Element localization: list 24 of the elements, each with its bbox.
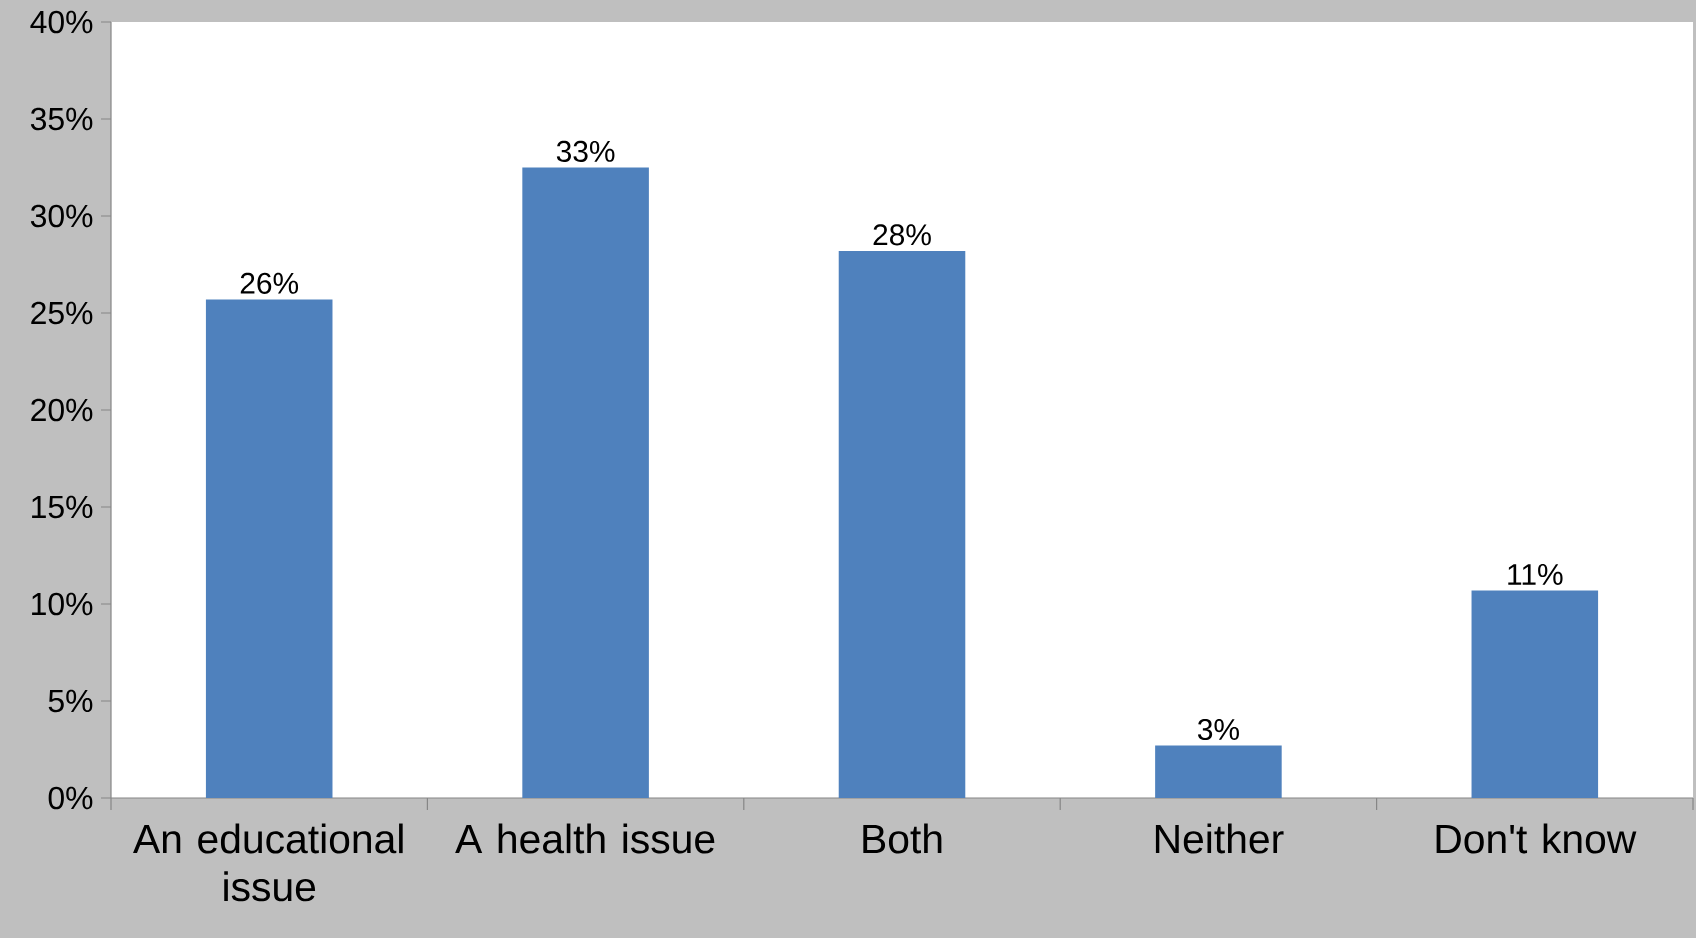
bar [205, 299, 333, 798]
bar [1155, 745, 1282, 798]
data-label: 33% [556, 140, 615, 162]
y-tick-label: 30% [30, 204, 93, 228]
x-tick-label: An educational issue [133, 823, 403, 902]
y-tick-label: 20% [31, 398, 93, 422]
data-label: 26% [240, 272, 299, 294]
y-tick-label: 25% [31, 301, 93, 325]
x-tick-label: A health issue [455, 823, 715, 854]
y-tick-label: 10% [32, 592, 93, 616]
bar [1471, 590, 1599, 798]
data-label: 28% [873, 224, 931, 246]
y-tick-label: 35% [30, 107, 93, 131]
y-tick-label: 5% [48, 689, 93, 713]
data-label: 3% [1197, 718, 1239, 741]
bar [522, 167, 649, 798]
x-tick-label: Neither [1155, 823, 1284, 854]
y-tick-label: 15% [32, 495, 93, 519]
x-tick-label: Both [863, 823, 942, 854]
data-label: 11% [1508, 563, 1563, 585]
y-tick-label: 40% [30, 10, 93, 34]
y-tick-label: 0% [48, 786, 93, 810]
bar [838, 250, 966, 798]
x-tick-label: Don't know [1436, 823, 1637, 854]
